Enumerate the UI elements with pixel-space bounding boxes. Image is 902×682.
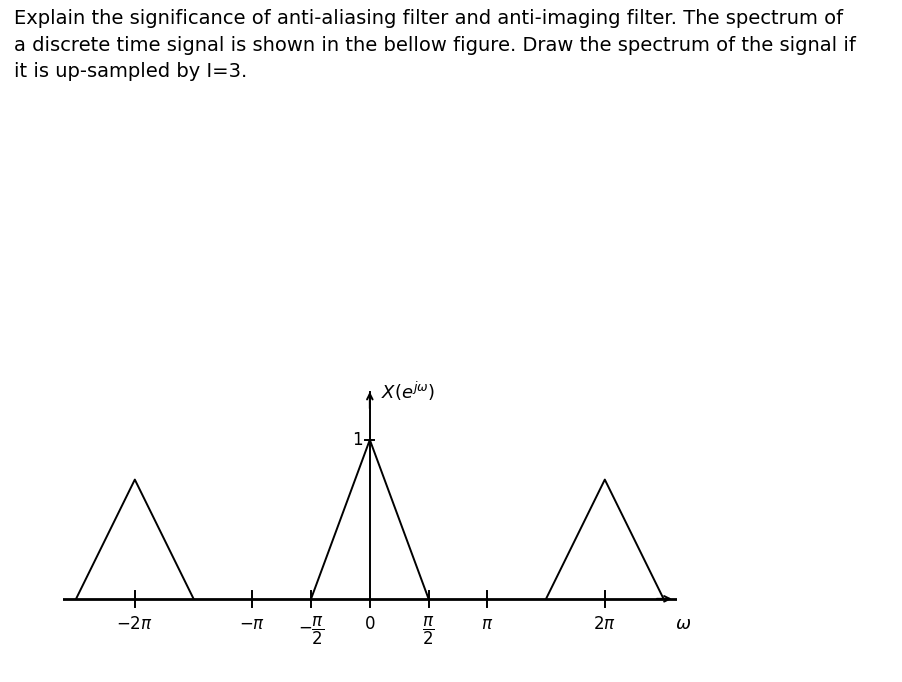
Text: $-\dfrac{\pi}{2}$: $-\dfrac{\pi}{2}$ (298, 614, 325, 647)
Text: $1$: $1$ (352, 431, 364, 449)
Text: $-\pi$: $-\pi$ (239, 614, 265, 633)
Text: $-2\pi$: $-2\pi$ (116, 614, 153, 633)
Text: Explain the significance of anti-aliasing filter and anti-imaging filter. The sp: Explain the significance of anti-aliasin… (14, 10, 855, 81)
Text: $2\pi$: $2\pi$ (594, 614, 616, 633)
Text: $X(e^{j\omega})$: $X(e^{j\omega})$ (381, 379, 435, 402)
Text: $\pi$: $\pi$ (481, 614, 493, 633)
Text: $\dfrac{\pi}{2}$: $\dfrac{\pi}{2}$ (422, 614, 435, 647)
Text: $0$: $0$ (364, 614, 375, 633)
Text: $\omega$: $\omega$ (675, 614, 691, 633)
